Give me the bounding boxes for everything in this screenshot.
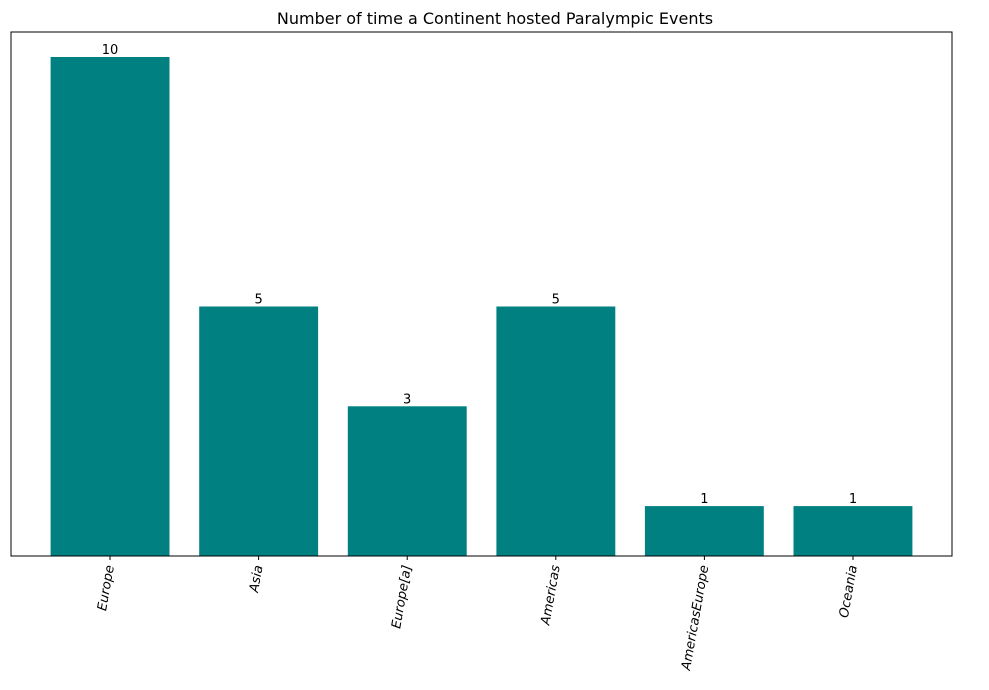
x-tick-label: Oceania <box>837 564 861 619</box>
bar-europe-a <box>347 406 467 556</box>
bar-americas <box>496 306 616 556</box>
bar-value-label: 1 <box>849 492 857 507</box>
data-labels-layer: 10 5 3 5 1 1 <box>102 43 857 507</box>
bar-value-label: 10 <box>102 43 119 58</box>
x-tick-label: Europe[a] <box>389 564 415 630</box>
x-tick-label: Europe <box>95 564 118 612</box>
bar-oceania <box>793 506 913 556</box>
bar-value-label: 3 <box>403 392 411 407</box>
x-tick-label: Americas <box>538 564 563 627</box>
bar-value-label: 1 <box>700 492 708 507</box>
plot-area-frame <box>10 31 953 557</box>
bar-asia <box>199 306 319 556</box>
x-tick-label: Asia <box>247 564 267 594</box>
x-tick-label: AmericasEurope <box>679 564 712 672</box>
bar-europe <box>50 57 170 556</box>
bar-value-label: 5 <box>552 293 560 308</box>
x-tick-labels-layer: Europe Asia Europe[a] Americas AmericasEurop… <box>95 556 861 672</box>
chart-title: Number of time a Continent hosted Paraly… <box>277 9 713 28</box>
bar-value-label: 5 <box>254 293 262 308</box>
bars-layer <box>50 57 913 556</box>
bar-americaseurope <box>644 506 764 556</box>
